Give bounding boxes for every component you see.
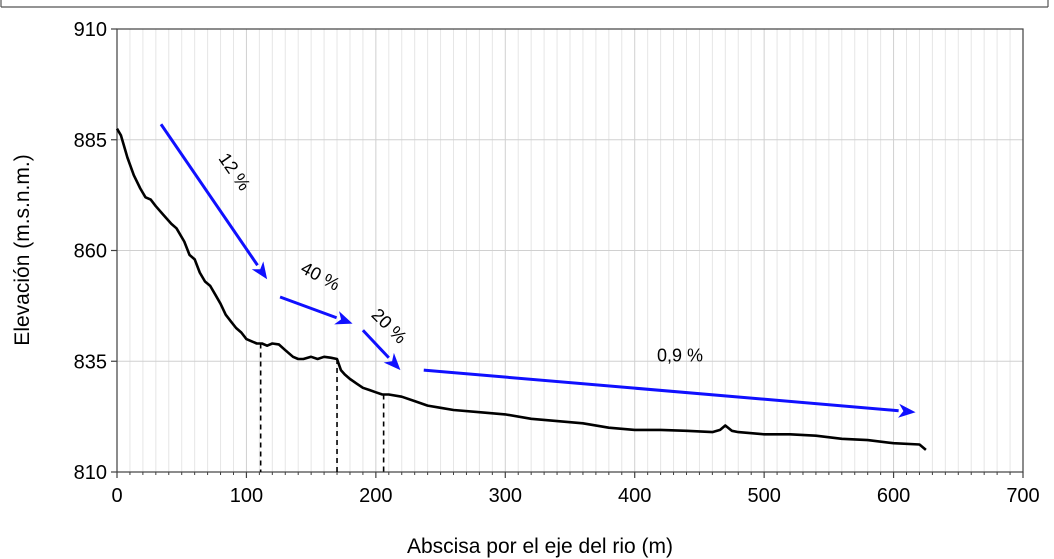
grid-lines <box>117 29 1023 472</box>
y-tick-label: 860 <box>74 241 107 263</box>
slope-arrow-head <box>251 261 268 280</box>
slope-arrow <box>423 368 916 418</box>
y-tick-label: 910 <box>74 19 107 41</box>
x-tick-label: 100 <box>230 485 263 507</box>
x-tick-label: 0 <box>111 485 122 507</box>
plot-axes <box>111 28 1024 478</box>
slope-arrow <box>159 123 268 280</box>
slope-arrow-head <box>898 403 916 418</box>
slope-percent-label: 40 % <box>298 258 344 295</box>
slope-arrow-head <box>334 311 353 325</box>
top-frame-border <box>0 0 1049 8</box>
slope-arrow-shaft <box>423 368 899 413</box>
slope-arrow <box>279 295 353 325</box>
slope-arrow <box>361 329 401 371</box>
x-tick-label: 200 <box>359 485 392 507</box>
x-tick-label: 600 <box>877 485 910 507</box>
slope-arrow-shaft <box>159 123 259 267</box>
y-tick-label: 835 <box>74 351 107 373</box>
slope-arrows <box>159 123 916 418</box>
x-tick-label: 700 <box>1006 485 1039 507</box>
x-tick-label: 300 <box>489 485 522 507</box>
x-tick-label: 400 <box>618 485 651 507</box>
y-tick-label: 885 <box>74 130 107 152</box>
tick-labels: 0 100 200 300 400 500 600 700 810 835 860 885 910 <box>74 19 1040 507</box>
slope-arrow-head <box>383 352 401 371</box>
elevation-profile-line <box>115 128 927 451</box>
slope-arrow-shaft <box>279 295 338 320</box>
x-tick-label: 500 <box>747 485 780 507</box>
slope-arrow-shaft <box>361 329 390 359</box>
slope-annotations: 12 %40 %20 %0,9 % <box>215 149 703 365</box>
dashed-markers <box>259 343 385 472</box>
y-axis-title: Elevación (m.s.n.m.) <box>11 154 34 345</box>
y-tick-label: 810 <box>74 462 107 484</box>
x-axis-title: Abscisa por el eje del rio (m) <box>407 535 673 558</box>
slope-percent-label: 0,9 % <box>657 345 703 365</box>
data-series <box>115 128 927 451</box>
